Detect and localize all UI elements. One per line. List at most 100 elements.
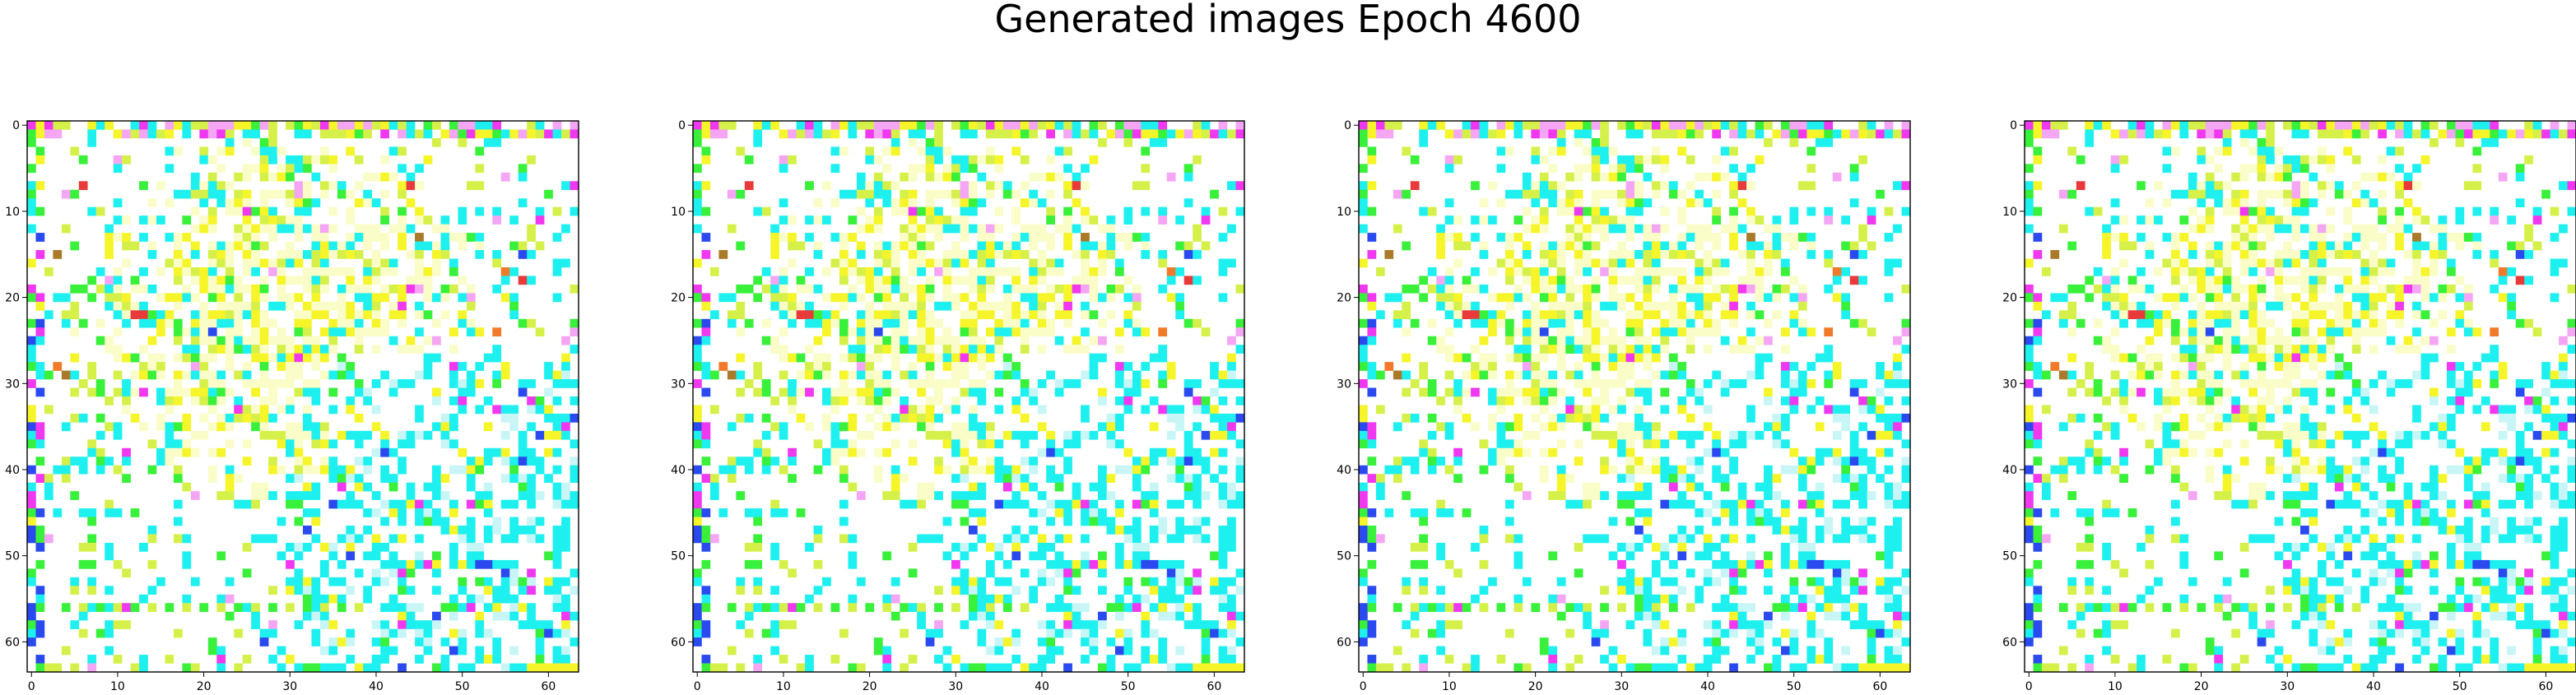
heatmap-cell — [2515, 164, 2525, 174]
heatmap-cell — [1617, 215, 1635, 225]
heatmap-cell — [1824, 637, 1834, 646]
heatmap-cell — [1867, 430, 1876, 440]
heatmap-cell — [406, 430, 416, 440]
heatmap-cell — [535, 534, 545, 544]
heatmap-cell — [2430, 258, 2439, 268]
heatmap-cell — [1539, 215, 1549, 225]
heatmap-cell — [156, 215, 165, 225]
heatmap-cell — [1132, 559, 1142, 569]
heatmap-cell — [2317, 146, 2327, 156]
heatmap-cell — [2490, 284, 2499, 294]
heatmap-cell — [294, 181, 304, 191]
heatmap-cell — [1720, 284, 1730, 294]
heatmap-cell — [380, 439, 389, 449]
heatmap-cell — [1832, 456, 1842, 466]
heatmap-cell — [994, 577, 1012, 586]
heatmap-cell — [492, 646, 502, 656]
heatmap-cell — [354, 413, 364, 423]
heatmap-cell — [1123, 628, 1133, 638]
heatmap-cell — [693, 491, 702, 500]
heatmap-cell — [1841, 568, 1851, 578]
heatmap-cell — [1072, 482, 1081, 492]
heatmap-cell — [2205, 189, 2224, 199]
heatmap-cell — [1677, 491, 1687, 500]
heatmap-cell — [839, 189, 858, 199]
heatmap-cell — [2343, 233, 2353, 242]
heatmap-cell — [311, 396, 321, 405]
heatmap-cell — [1806, 559, 1825, 569]
heatmap-cell — [1141, 577, 1151, 586]
heatmap-cell — [406, 336, 416, 345]
heatmap-cell — [805, 318, 823, 328]
heatmap-cell — [1037, 508, 1047, 517]
heatmap-cell — [1849, 250, 1859, 259]
heatmap-cell — [319, 327, 329, 337]
heatmap-cell — [1444, 155, 1454, 164]
heatmap-cell — [701, 430, 711, 440]
heatmap-cell — [87, 517, 97, 526]
heatmap-cell — [2025, 224, 2034, 234]
heatmap-cell — [242, 250, 252, 259]
heatmap-cell — [1020, 129, 1030, 139]
heatmap-cell — [1201, 129, 1211, 139]
heatmap-cell — [1893, 482, 1902, 492]
heatmap-cell — [1081, 534, 1090, 544]
heatmap-cell — [1574, 568, 1583, 578]
heatmap-cell — [1081, 241, 1099, 251]
heatmap-cell — [1737, 250, 1747, 259]
heatmap-cell — [1183, 474, 1193, 483]
heatmap-cell — [2033, 301, 2043, 311]
heatmap-cell — [2266, 172, 2275, 182]
heatmap-cell — [1625, 663, 1635, 673]
heatmap-cell — [848, 559, 858, 569]
heatmap-cell — [483, 526, 493, 535]
heatmap-cell — [960, 345, 969, 354]
heatmap-cell — [969, 577, 978, 586]
heatmap-cell — [2274, 250, 2301, 259]
heatmap-cell — [1098, 137, 1107, 147]
heatmap-cell — [1634, 155, 1644, 164]
heatmap-cell — [1218, 129, 1228, 139]
heatmap-cell — [1020, 603, 1030, 613]
heatmap-cell — [1123, 405, 1133, 415]
heatmap-cell — [156, 362, 165, 371]
heatmap-cell — [27, 129, 36, 139]
heatmap-cell — [1046, 155, 1055, 164]
heatmap-cell — [122, 155, 131, 164]
heatmap-cell — [2567, 318, 2576, 328]
heatmap-cell — [1098, 620, 1107, 629]
heatmap-cell — [1522, 266, 1532, 276]
heatmap-cell — [2283, 258, 2292, 268]
heatmap-cell — [969, 422, 987, 432]
heatmap-cell — [796, 387, 806, 397]
heatmap-cell — [1591, 318, 1609, 328]
heatmap-cell — [165, 258, 174, 268]
heatmap-cell — [1375, 405, 1385, 415]
heatmap-cell — [440, 284, 450, 294]
heatmap-cell — [1608, 224, 1626, 234]
heatmap-cell — [346, 276, 356, 285]
heatmap-cell — [1600, 456, 1609, 466]
heatmap-cell — [977, 637, 987, 646]
heatmap-cell — [1479, 284, 1489, 294]
heatmap-cell — [1522, 241, 1532, 251]
heatmap-cell — [311, 284, 321, 294]
heatmap-cell — [1462, 353, 1472, 363]
heatmap-cell — [1496, 258, 1506, 268]
heatmap-cell — [1359, 379, 1368, 388]
heatmap-cell — [960, 233, 969, 242]
heatmap-cell — [95, 336, 105, 345]
heatmap-cell — [380, 129, 389, 139]
heatmap-cell — [1514, 233, 1523, 242]
heatmap-cell — [1901, 327, 1911, 337]
heatmap-cell — [1531, 224, 1541, 234]
heatmap-cell — [190, 362, 200, 371]
heatmap-cell — [165, 293, 183, 303]
heatmap-cell — [2119, 293, 2128, 303]
heatmap-cell — [1402, 387, 1411, 397]
heatmap-cell — [398, 121, 407, 130]
heatmap-cell — [1072, 224, 1081, 234]
heatmap-cell — [2507, 241, 2517, 251]
heatmap-cell — [294, 456, 304, 466]
heatmap-cell — [1410, 155, 1420, 164]
